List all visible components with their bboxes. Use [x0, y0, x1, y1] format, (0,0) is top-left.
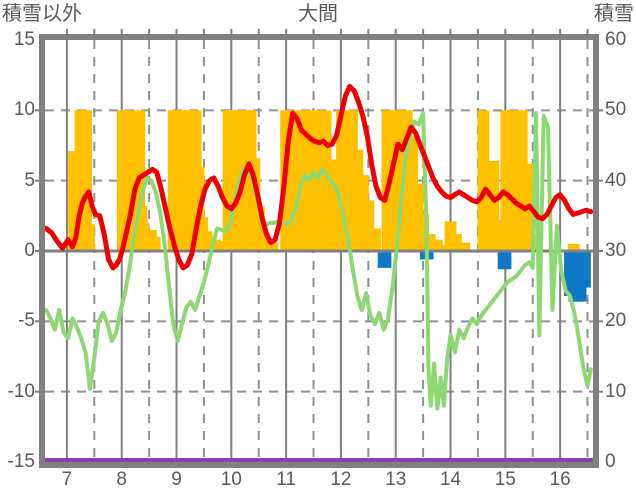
y-axis-label-left: 15	[13, 29, 35, 50]
y-axis-label-right: 60	[605, 29, 627, 50]
y-axis-label-right: 0	[605, 451, 616, 472]
x-axis-label: 11	[276, 469, 296, 490]
right-axis-title: 積雪	[594, 3, 634, 25]
bar-precipitation	[567, 243, 580, 251]
y-axis-label-right: 40	[605, 169, 627, 191]
bar-precipitation	[319, 110, 332, 251]
y-axis-label-left: 10	[13, 99, 35, 121]
bar-precipitation	[80, 110, 93, 251]
y-axis-label-right: 30	[605, 240, 627, 261]
bar-precipitation	[362, 200, 375, 251]
bar-snow-depth	[577, 251, 591, 288]
bar-precipitation	[82, 224, 95, 251]
x-axis-label: 10	[220, 469, 242, 490]
x-axis-label: 13	[385, 469, 407, 490]
y-axis-label-left: -5	[18, 310, 35, 332]
y-axis-label-left: 0	[24, 240, 35, 261]
bar-precipitation	[450, 234, 462, 251]
x-axis-label: 7	[61, 469, 73, 490]
x-axis-label: 9	[171, 469, 182, 490]
x-axis-label: 8	[116, 469, 127, 490]
bar-precipitation	[68, 151, 80, 251]
bar-snow-depth	[497, 251, 512, 270]
line-red	[43, 83, 594, 271]
bar-precipitation	[326, 159, 339, 251]
bar-precipitation	[493, 220, 506, 251]
y-axis-label-left: -10	[7, 380, 35, 402]
bar-precipitation	[252, 205, 265, 251]
bar-precipitation	[458, 242, 471, 251]
left-axis-title: 積雪以外	[2, 3, 82, 25]
y-axis-label-right: 50	[605, 99, 627, 121]
bar-precipitation	[417, 214, 430, 251]
bar-precipitation	[529, 234, 542, 251]
bar-precipitation	[436, 245, 449, 251]
page-title: 大間	[298, 3, 338, 25]
bar-snow-depth	[377, 251, 392, 268]
x-axis-label: 15	[494, 469, 516, 490]
bar-precipitation	[423, 234, 436, 251]
y-axis-label-right: 10	[605, 380, 627, 402]
line-green	[44, 111, 593, 411]
bar-precipitation	[248, 158, 261, 251]
bar-precipitation	[258, 232, 271, 251]
y-axis-label-right: 20	[605, 310, 627, 332]
bar-precipitation	[368, 228, 381, 251]
y-axis-label-left: -15	[7, 451, 35, 472]
x-axis-label: 12	[330, 469, 352, 490]
y-axis-label-left: 5	[24, 169, 35, 191]
x-axis-label: 16	[549, 469, 571, 490]
bar-precipitation	[313, 110, 325, 251]
bar-precipitation	[148, 236, 161, 251]
bar-precipitation	[487, 160, 500, 251]
bar-precipitation	[266, 242, 279, 251]
bar-precipitation	[477, 110, 490, 251]
x-axis-label: 14	[439, 469, 462, 490]
